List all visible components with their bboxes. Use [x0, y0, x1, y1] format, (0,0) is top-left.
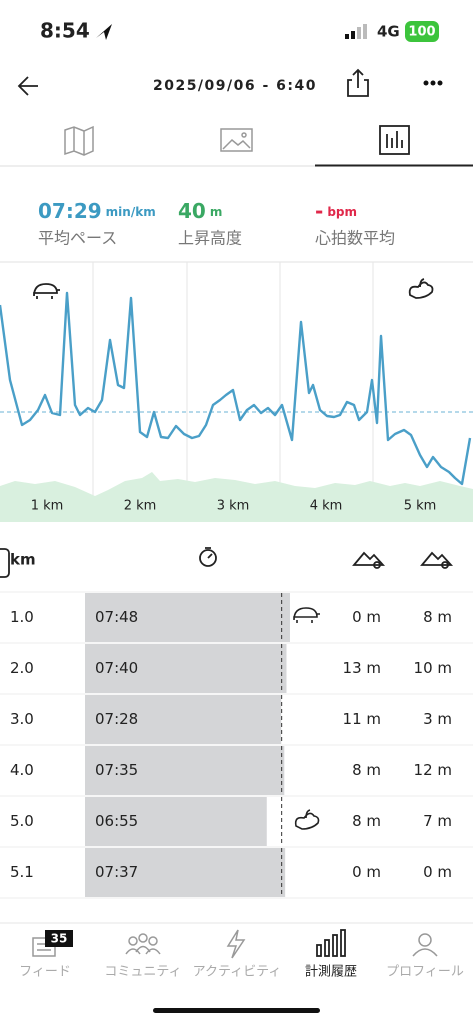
fastest-lap-icon [294, 809, 320, 830]
nav-label[interactable]: 計測履歴 [305, 964, 357, 980]
lap-ascent: 8 m [352, 812, 381, 830]
lap-pace: 06:55 [95, 812, 138, 830]
badge-count: 35 [51, 932, 68, 946]
history-icon[interactable] [316, 929, 346, 957]
km-label: 3 km [217, 499, 250, 514]
lap-km: 4.0 [10, 761, 34, 779]
km-gridlines [92, 262, 374, 522]
descent-column-icon [420, 551, 454, 569]
lap-descent: 3 m [423, 710, 452, 728]
lap-km: 5.0 [10, 812, 34, 830]
activity-icon[interactable] [226, 929, 246, 959]
location-icon [96, 24, 112, 40]
nav-label[interactable]: アクティビティ [193, 965, 282, 980]
graph-tab[interactable] [379, 125, 410, 155]
lap-km: 5.1 [10, 863, 34, 881]
status-time: 8:54 [40, 19, 90, 43]
km-label: 1 km [31, 499, 64, 514]
network: 4G [377, 23, 400, 41]
slowest-icon [33, 283, 60, 299]
pace-bar [85, 644, 287, 693]
pace-column-icon [199, 547, 217, 567]
lap-km: 2.0 [10, 659, 34, 677]
stat-value: 40 m [178, 199, 222, 223]
lap-ascent: 0 m [352, 863, 381, 881]
lap-table: 1.0 07:48 0 m 8 m 2.0 07:40 13 m 10 m 3.0 07:28 11… [0, 591, 473, 899]
lap-pace: 07:35 [95, 761, 138, 779]
lap-ascent: 13 m [343, 659, 381, 677]
nav-bar: フィード コミュニティ アクティビティ 計測履歴 プロフィール [19, 964, 464, 980]
km-label: 2 km [124, 499, 157, 514]
pace-bar [85, 593, 290, 642]
nav-label[interactable]: プロフィール [386, 965, 464, 980]
lap-pace: 07:28 [95, 710, 138, 728]
scroll-handle [0, 548, 10, 578]
lap-descent: 7 m [423, 812, 452, 830]
fastest-icon [408, 278, 434, 299]
map-tab[interactable] [64, 125, 94, 156]
lap-descent: 12 m [414, 761, 452, 779]
ascent-column-icon [352, 551, 386, 569]
lap-descent: 10 m [414, 659, 452, 677]
lap-pace: 07:48 [95, 608, 138, 626]
elevation-area [0, 472, 473, 522]
stat-label: 心拍数平均 [315, 229, 395, 248]
battery-level: 100 [408, 25, 435, 40]
nav-label[interactable]: コミュニティ [104, 965, 181, 980]
stat-value: 07:29 min/km [38, 199, 156, 223]
lap-ascent: 8 m [352, 761, 381, 779]
signal-icon [345, 24, 367, 39]
pace-bar [85, 695, 282, 744]
more-button[interactable] [423, 80, 443, 86]
pace-bar [85, 797, 267, 846]
lap-ascent: 11 m [343, 710, 381, 728]
activity-date: 2025/09/06 - 6:40 [153, 78, 317, 94]
feed-badge [45, 930, 73, 947]
lap-pace: 07:37 [95, 863, 138, 881]
nav-label[interactable]: フィード [19, 965, 71, 980]
lap-ascent: 0 m [352, 608, 381, 626]
pace-bar [85, 848, 286, 897]
share-button[interactable] [347, 68, 369, 97]
km-label: 5 km [404, 499, 437, 514]
pace-bar [85, 746, 285, 795]
lap-descent: 0 m [423, 863, 452, 881]
community-icon[interactable] [125, 933, 161, 955]
profile-icon[interactable] [412, 933, 438, 957]
back-button[interactable] [17, 76, 38, 96]
lap-pace: 07:40 [95, 659, 138, 677]
stat-label: 平均ペース [38, 229, 117, 248]
slowest-lap-icon [293, 607, 320, 623]
pace-line [0, 291, 472, 486]
stat-label: 上昇高度 [178, 229, 242, 248]
photo-tab[interactable] [220, 128, 253, 152]
km-label: 4 km [310, 499, 343, 514]
lap-descent: 8 m [423, 608, 452, 626]
stat-value: - bpm [315, 199, 357, 223]
battery [405, 21, 439, 42]
lap-km: 3.0 [10, 710, 34, 728]
home-indicator [153, 1008, 320, 1013]
lap-km: 1.0 [10, 608, 34, 626]
table-header: km [10, 551, 36, 569]
